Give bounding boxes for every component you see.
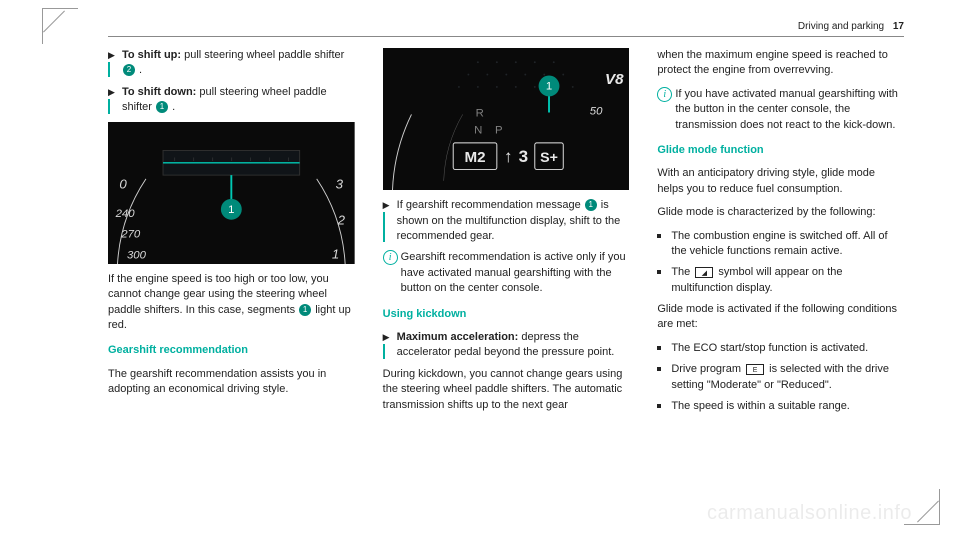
glide-p2: Glide mode is characterized by the follo…	[657, 205, 904, 220]
kickdown-bold: Maximum acceleration:	[397, 331, 519, 343]
corner-decoration-top-left	[42, 8, 78, 44]
figure-tachometer: 0 240 270 300 3 2 1 | | | | | | | 1	[108, 122, 355, 264]
fig2-50: 50	[589, 105, 602, 117]
page-header: Driving and parking 17	[798, 20, 904, 34]
engine-speed-paragraph: If the engine speed is too high or too l…	[108, 272, 355, 334]
page-body: To shift up: pull steering wheel paddle …	[108, 48, 904, 491]
svg-text:|: |	[193, 157, 194, 161]
fig2-arrow: ↑	[504, 147, 513, 166]
heading-kickdown: Using kickdown	[383, 307, 630, 322]
fig1-digit-1r: 1	[332, 246, 339, 261]
instruction-shift-down: To shift down: pull steering wheel paddl…	[108, 85, 355, 116]
fig2-p: P	[495, 124, 503, 136]
glide-p1: With an anticipatory driving style, glid…	[657, 166, 904, 197]
info-recommendation: Gearshift recommendation is active only …	[383, 250, 630, 296]
glide-bullet-3: The ECO start/stop function is activated…	[657, 341, 904, 356]
fig2-v8: V8	[605, 71, 624, 88]
fig1-digit-300: 300	[127, 249, 147, 261]
instruction-shift-up: To shift up: pull steering wheel paddle …	[108, 48, 355, 79]
fig1-callout-1: 1	[228, 204, 234, 216]
shift-down-label: To shift down:	[122, 86, 196, 98]
fig2-3: 3	[518, 147, 528, 166]
glide-bullet-1: The combustion engine is switched off. A…	[657, 229, 904, 260]
fig1-digit-0: 0	[119, 176, 127, 191]
fig2-r: R	[475, 107, 483, 119]
callout-2-icon: 2	[123, 64, 135, 76]
section-title: Driving and parking	[798, 21, 884, 32]
callout-1-icon: 1	[156, 101, 168, 113]
instruction-recommendation: If gearshift recommendation message 1 is…	[383, 198, 630, 244]
svg-text:|: |	[231, 157, 232, 161]
svg-text:|: |	[174, 157, 175, 161]
svg-text:|: |	[269, 157, 270, 161]
glide-p3: Glide mode is activated if the following…	[657, 302, 904, 333]
figure-gear-display: V8 50 R N P M2 ↑ 3 S+ 1	[383, 48, 630, 190]
heading-glide-mode: Glide mode function	[657, 143, 904, 158]
fig1-digit-270: 270	[120, 228, 141, 240]
glide-bullet-5: The speed is within a suitable range.	[657, 399, 904, 414]
fig1-digit-240: 240	[115, 207, 136, 219]
svg-text:|: |	[250, 157, 251, 161]
glide-symbol-icon: ◢	[695, 267, 713, 278]
header-rule	[108, 36, 904, 37]
glide-bullet-2: The ◢ symbol will appear on the multifun…	[657, 265, 904, 296]
fig2-m2: M2	[464, 149, 485, 166]
fig1-digit-2r: 2	[337, 212, 346, 227]
fig2-n: N	[474, 124, 482, 136]
watermark: carmanualsonline.info	[707, 499, 912, 527]
callout-1-icon: 1	[585, 199, 597, 211]
page-number: 17	[893, 21, 904, 32]
heading-gearshift-recommendation: Gearshift recommendation	[108, 343, 355, 358]
info-kickdown: If you have activated manual gearshiftin…	[657, 87, 904, 133]
callout-1-icon: 1	[299, 304, 311, 316]
svg-text:|: |	[212, 157, 213, 161]
svg-text:|: |	[288, 157, 289, 161]
instruction-kickdown: Maximum acceleration: depress the accele…	[383, 330, 630, 361]
shift-up-label: To shift up:	[122, 49, 181, 61]
kickdown-continuation: when the maximum engine speed is reached…	[657, 48, 904, 79]
shift-up-text: pull steering wheel paddle shifter	[181, 49, 344, 61]
glide-bullet-4: Drive program E is selected with the dri…	[657, 362, 904, 393]
fig1-digit-3r: 3	[336, 176, 344, 191]
drive-program-e-icon: E	[746, 364, 764, 375]
gearshift-intro: The gearshift recommendation assists you…	[108, 367, 355, 398]
fig2-s: S+	[540, 150, 558, 166]
kickdown-paragraph: During kickdown, you cannot change gears…	[383, 367, 630, 413]
fig2-callout-1: 1	[546, 81, 552, 93]
